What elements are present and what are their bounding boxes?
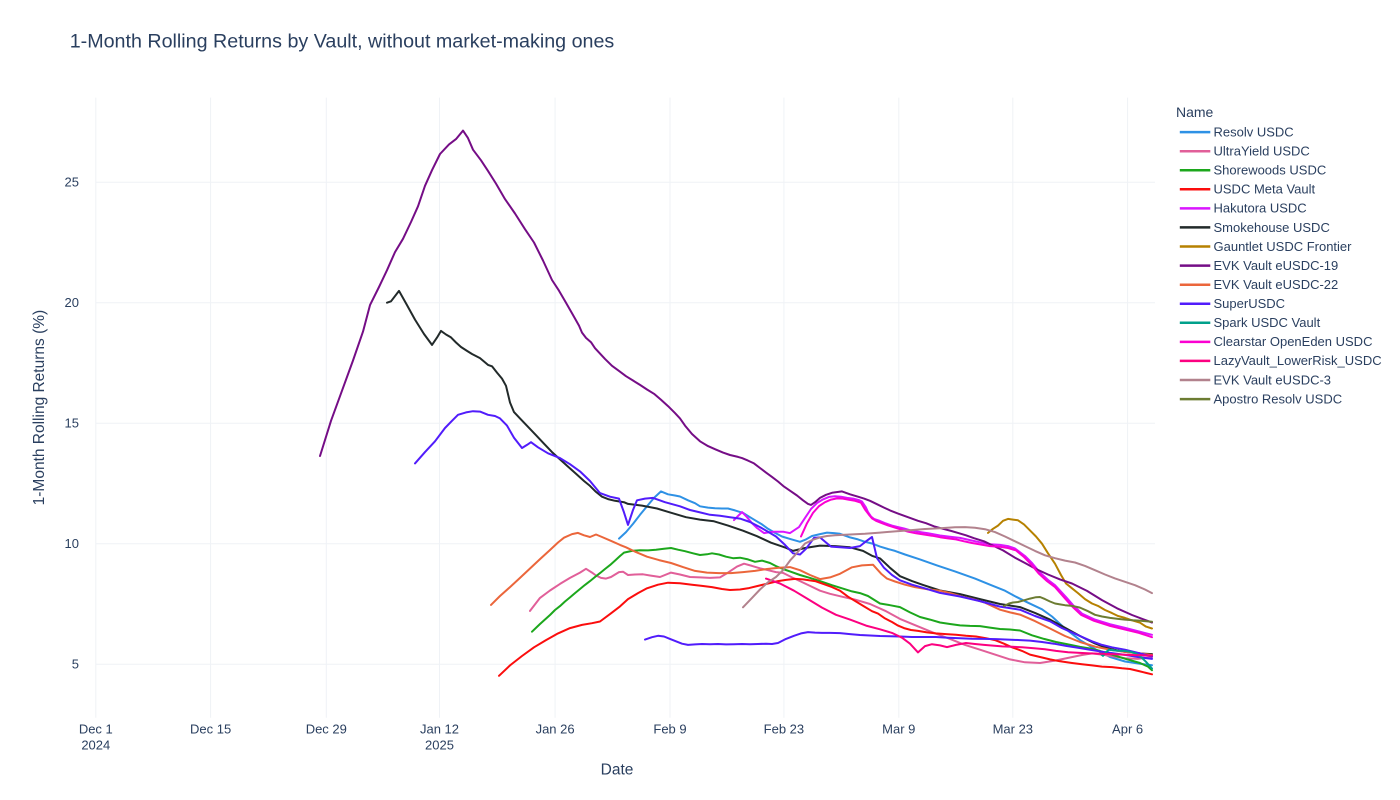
svg-text:Shorewoods USDC: Shorewoods USDC	[1214, 163, 1327, 178]
svg-text:Gauntlet USDC Frontier: Gauntlet USDC Frontier	[1214, 239, 1353, 254]
svg-text:Dec 29: Dec 29	[306, 722, 347, 737]
svg-text:EVK Vault eUSDC-3: EVK Vault eUSDC-3	[1214, 372, 1332, 387]
svg-text:Feb 23: Feb 23	[764, 722, 804, 737]
svg-text:Smokehouse USDC: Smokehouse USDC	[1214, 220, 1330, 235]
svg-text:Date: Date	[601, 762, 634, 779]
svg-text:15: 15	[65, 416, 79, 431]
svg-text:25: 25	[65, 175, 79, 190]
svg-text:2025: 2025	[425, 738, 454, 753]
svg-text:20: 20	[65, 295, 79, 310]
svg-text:Name: Name	[1176, 104, 1214, 120]
svg-text:Feb 9: Feb 9	[653, 722, 686, 737]
svg-text:Spark USDC Vault: Spark USDC Vault	[1214, 315, 1321, 330]
svg-text:Resolv USDC: Resolv USDC	[1214, 124, 1294, 139]
svg-text:Dec 1: Dec 1	[79, 722, 113, 737]
svg-text:LazyVault_LowerRisk_USDC: LazyVault_LowerRisk_USDC	[1214, 353, 1382, 368]
svg-text:USDC Meta Vault: USDC Meta Vault	[1214, 182, 1316, 197]
svg-text:UltraYield USDC: UltraYield USDC	[1214, 144, 1310, 159]
svg-text:2024: 2024	[81, 738, 110, 753]
svg-text:10: 10	[65, 536, 79, 551]
svg-text:Apostro Resolv USDC: Apostro Resolv USDC	[1214, 391, 1343, 406]
svg-text:SuperUSDC: SuperUSDC	[1214, 296, 1286, 311]
svg-text:EVK Vault eUSDC-19: EVK Vault eUSDC-19	[1214, 258, 1339, 273]
svg-text:EVK Vault eUSDC-22: EVK Vault eUSDC-22	[1214, 277, 1339, 292]
svg-text:Mar 23: Mar 23	[993, 722, 1033, 737]
svg-text:Hakutora USDC: Hakutora USDC	[1214, 201, 1307, 216]
svg-text:1-Month Rolling Returns (%): 1-Month Rolling Returns (%)	[31, 310, 48, 506]
svg-text:Apr 6: Apr 6	[1112, 722, 1143, 737]
svg-text:Jan 12: Jan 12	[420, 722, 459, 737]
svg-text:Dec 15: Dec 15	[190, 722, 231, 737]
svg-text:Jan 26: Jan 26	[536, 722, 575, 737]
svg-text:1-Month Rolling Returns by Vau: 1-Month Rolling Returns by Vault, withou…	[70, 31, 615, 53]
svg-text:Mar 9: Mar 9	[882, 722, 915, 737]
svg-text:5: 5	[72, 657, 79, 672]
svg-text:Clearstar OpenEden USDC: Clearstar OpenEden USDC	[1214, 334, 1373, 349]
